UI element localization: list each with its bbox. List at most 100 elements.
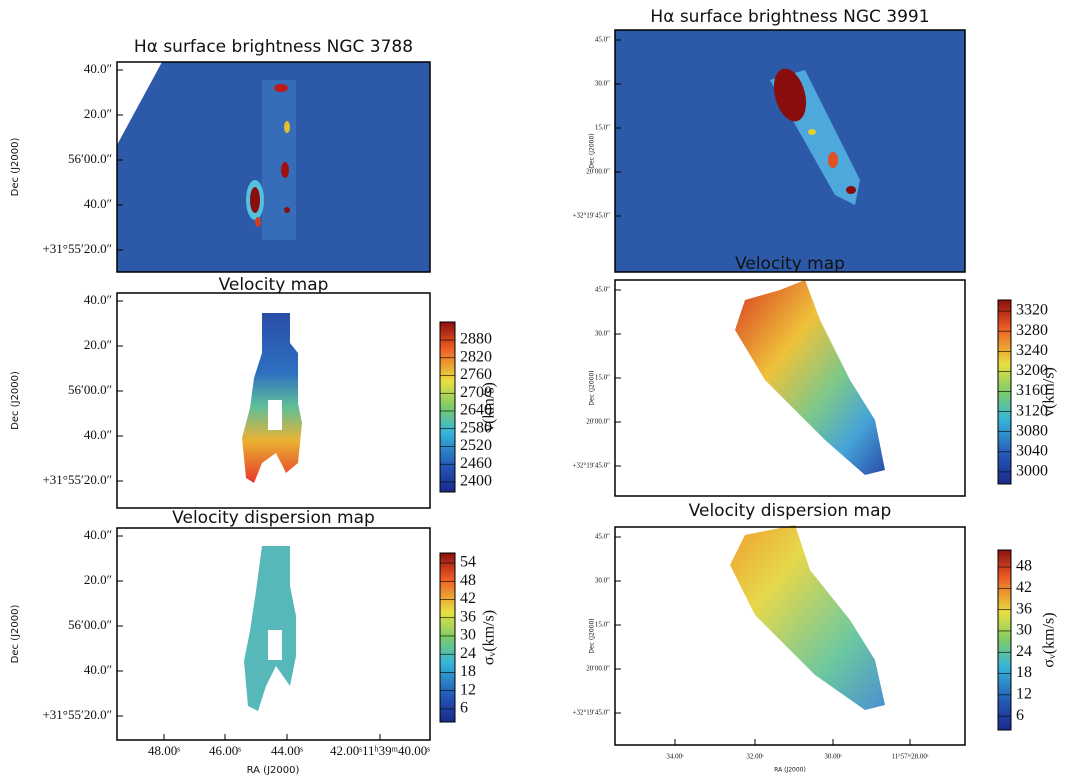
y-tick-label: 20′00.0″ [586,418,610,426]
y-axis-label: Dec (J2000) [10,371,21,430]
colorbar-tick-label: 2520 [460,437,492,454]
colorbar [439,552,456,723]
emission-core [255,217,261,227]
y-tick-label: 56′00.0″ [68,617,112,632]
colorbar-tick-label: 6 [460,700,468,717]
y-tick-label: 40.0″ [84,662,112,677]
colorbar-tick-label: 42 [1016,579,1032,596]
y-axis-label: Dec (J2000) [589,618,596,653]
colorbar-label: σᵥ(km/s) [481,610,498,665]
panel-frame [614,526,966,746]
colorbar-tick-label: 24 [460,645,476,662]
colorbar-tick-label: 48 [460,572,476,589]
y-tick-label: 20′00.0″ [586,168,610,176]
y-tick-label: +32°19′45.0″ [573,462,611,470]
y-tick-label: +31°55′20.0″ [42,472,112,487]
x-tick-label: 46.00ˢ [209,743,241,758]
y-tick-label: 40.0″ [84,61,112,76]
colorbar [439,321,456,493]
maps [117,30,965,711]
y-tick-label: 45.0″ [595,36,610,44]
colorbar-tick-label: 3240 [1016,342,1048,359]
x-tick-label: 48.00ˢ [148,743,180,758]
panel-frame [614,279,966,497]
emission-core [284,121,290,133]
colorbar-tick-label: 12 [1016,686,1032,703]
y-tick-label: 30.0″ [595,330,610,338]
colorbar-tick-label: 2400 [460,473,492,490]
x-axis-label: RA (J2000) [774,767,806,774]
y-tick-label: 20.0″ [84,572,112,587]
y-tick-label: 30.0″ [595,577,610,585]
x-tick-label: 30.00ˢ [824,753,842,761]
panel-frame [116,292,431,509]
colorbar-tick-label: 2460 [460,455,492,472]
colorbar-tick-label: 2700 [460,384,492,401]
y-tick-label: 15.0″ [595,124,610,132]
colorbar-tick-label: 3040 [1016,442,1048,459]
y-axis-label: Dec (J2000) [10,605,21,664]
colorbar-tick-label: 54 [460,554,476,571]
panel-title: Velocity dispersion map [689,501,892,521]
emission-core [284,207,290,213]
velocity-field [242,313,302,483]
colorbar-tick-label: 12 [460,681,476,698]
y-tick-label: 45.0″ [595,533,610,541]
colorbar-tick-label: 6 [1016,707,1024,724]
y-tick-label: 30.0″ [595,80,610,88]
x-tick-label: 44.00ˢ [271,743,303,758]
y-axis-label: Dec (J2000) [10,138,21,197]
map-blank [117,62,162,145]
colorbar-tick-label: 3080 [1016,422,1048,439]
y-tick-label: 40.0″ [84,292,112,307]
colorbar-tick-label: 3000 [1016,463,1048,480]
x-tick-label: 42.00ˢ11ʰ39ᵐ40.00ˢ [330,743,430,758]
y-tick-label: 20.0″ [84,337,112,352]
colorbar-tick-label: 36 [1016,600,1032,617]
colorbar-tick-label: 30 [1016,622,1032,639]
colorbar-tick-label: 2880 [460,331,492,348]
y-tick-label: 56′00.0″ [68,151,112,166]
y-tick-label: +31°55′20.0″ [42,241,112,256]
colorbar-label: v(km/s) [481,382,498,432]
colorbar-tick-label: 18 [460,663,476,680]
colorbar-tick-label: 3120 [1016,402,1048,419]
dispersion-field [244,546,296,711]
emission-core [808,129,816,135]
y-tick-label: 45.0″ [595,286,610,294]
colorbar [997,299,1012,485]
y-tick-label: 56′00.0″ [68,382,112,397]
colorbar-tick-label: 2760 [460,366,492,383]
emission-core [846,186,856,194]
colorbar-tick-label: 2820 [460,348,492,365]
colorbar-tick-label: 3160 [1016,382,1048,399]
y-tick-label: 15.0″ [595,621,610,629]
colorbar-label: v(km/s) [1041,367,1058,417]
x-tick-label: 34.00ˢ [666,753,684,761]
x-tick-label: 11ʰ57ᵐ28.00ˢ [892,753,929,761]
colorbar-tick-label: 3320 [1016,302,1048,319]
emission-core [274,84,288,92]
colorbar-tick-label: 2580 [460,419,492,436]
y-axis-label: Dec (J2000) [589,370,596,405]
panel-title: Hα surface brightness NGC 3788 [134,37,413,57]
y-tick-label: 20′00.0″ [586,665,610,673]
colorbar-tick-label: 3200 [1016,362,1048,379]
colorbar-tick-label: 48 [1016,558,1032,575]
map-background [615,30,965,272]
panel-title: Velocity map [735,254,845,274]
panel-frame [614,29,966,273]
colorbar-tick-label: 2640 [460,402,492,419]
emission-core [773,68,807,122]
y-tick-label: 40.0″ [84,527,112,542]
y-tick-label: +31°55′20.0″ [42,707,112,722]
colorbar-tick-label: 18 [1016,664,1032,681]
y-tick-label: 20.0″ [84,106,112,121]
colorbar [997,549,1012,731]
y-tick-label: +32°19′45.0″ [573,212,611,220]
emission-core [250,187,260,213]
emission-core [828,152,838,168]
y-tick-label: 40.0″ [84,196,112,211]
